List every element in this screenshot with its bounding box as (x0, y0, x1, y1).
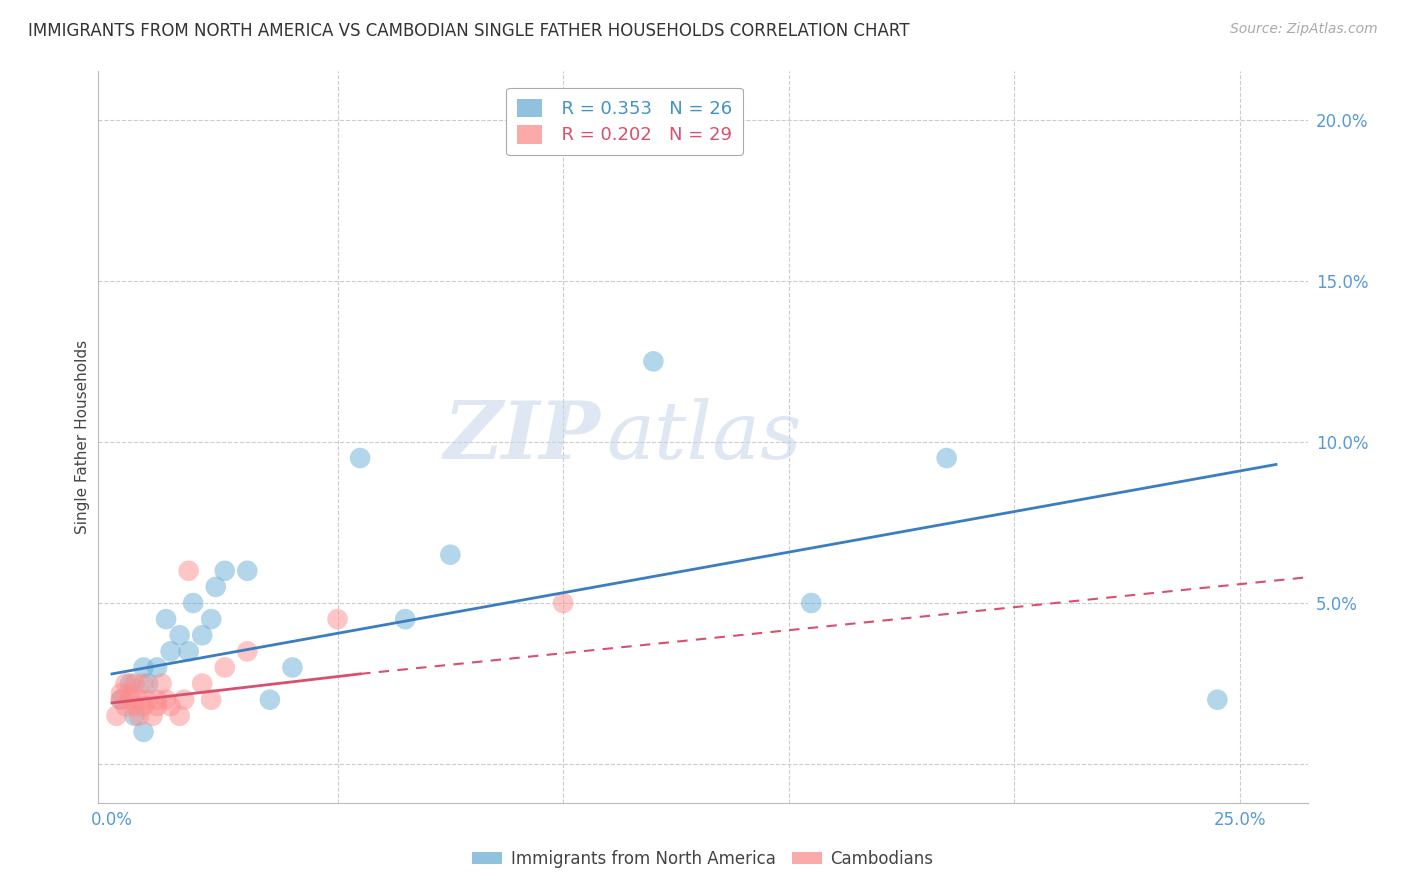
Point (204, 580, 226, 594)
Point (236, 564, 259, 578)
Point (349, 450, 371, 465)
Point (114, 676, 136, 690)
Point (155, 612, 177, 626)
Point (200, 612, 222, 626)
Text: Source: ZipAtlas.com: Source: ZipAtlas.com (1230, 22, 1378, 37)
Legend: Immigrants from North America, Cambodians: Immigrants from North America, Cambodian… (465, 844, 941, 875)
Point (259, 692, 281, 706)
Point (110, 692, 132, 706)
Point (1206, 692, 1229, 706)
Point (935, 450, 957, 465)
Point (132, 676, 155, 690)
Point (136, 676, 159, 690)
Point (132, 660, 155, 674)
Point (281, 660, 304, 674)
Point (150, 676, 173, 690)
Point (236, 644, 259, 658)
Point (118, 686, 141, 700)
Legend:   R = 0.353   N = 26,   R = 0.202   N = 29: R = 0.353 N = 26, R = 0.202 N = 29 (506, 87, 742, 155)
Point (177, 564, 200, 578)
Point (159, 699, 181, 714)
Point (200, 692, 222, 706)
Point (800, 596, 823, 610)
Point (214, 660, 236, 674)
Point (439, 548, 461, 562)
Point (136, 692, 159, 706)
Point (118, 692, 141, 706)
Y-axis label: Single Father Households: Single Father Households (75, 340, 90, 534)
Point (110, 692, 132, 706)
Point (118, 676, 141, 690)
Point (177, 644, 200, 658)
Point (214, 564, 236, 578)
Point (146, 660, 169, 674)
Point (114, 699, 136, 714)
Point (394, 612, 416, 626)
Point (326, 612, 349, 626)
Point (155, 692, 177, 706)
Point (191, 628, 214, 642)
Text: IMMIGRANTS FROM NORTH AMERICA VS CAMBODIAN SINGLE FATHER HOUSEHOLDS CORRELATION : IMMIGRANTS FROM NORTH AMERICA VS CAMBODI… (28, 22, 910, 40)
Point (181, 596, 204, 610)
Point (169, 628, 191, 642)
Point (105, 708, 128, 723)
Point (146, 692, 169, 706)
Point (110, 686, 132, 700)
Point (132, 725, 155, 739)
Point (124, 699, 146, 714)
Text: ZIP: ZIP (443, 399, 600, 475)
Point (553, 596, 575, 610)
Point (146, 699, 169, 714)
Point (132, 699, 155, 714)
Point (128, 708, 150, 723)
Point (169, 708, 191, 723)
Point (142, 708, 165, 723)
Point (643, 354, 665, 368)
Point (124, 708, 146, 723)
Point (128, 692, 150, 706)
Text: atlas: atlas (606, 399, 801, 475)
Point (124, 676, 146, 690)
Point (191, 676, 214, 690)
Point (173, 692, 195, 706)
Point (159, 644, 181, 658)
